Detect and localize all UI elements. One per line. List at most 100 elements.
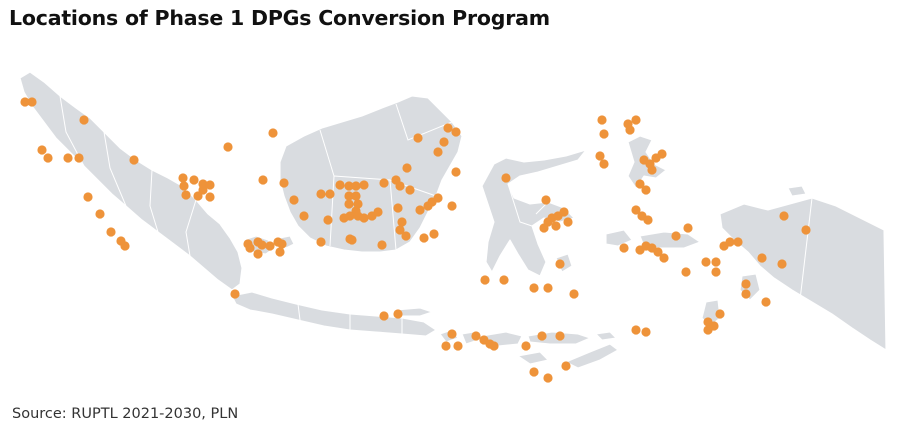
site-marker (555, 331, 565, 341)
landmass-sumba (517, 351, 549, 365)
site-marker (335, 180, 345, 190)
site-marker (451, 127, 461, 137)
site-marker (179, 181, 189, 191)
landmass-alor (595, 331, 617, 341)
site-marker (777, 259, 787, 269)
site-marker (521, 341, 531, 351)
site-marker (643, 215, 653, 225)
site-marker (597, 115, 607, 125)
site-marker (379, 178, 389, 188)
site-marker (120, 241, 130, 251)
site-marker (489, 341, 499, 351)
site-marker (230, 289, 240, 299)
site-marker (181, 190, 191, 200)
site-marker (641, 327, 651, 337)
site-marker (447, 201, 457, 211)
site-marker (258, 175, 268, 185)
site-marker (323, 215, 333, 225)
site-marker (129, 155, 139, 165)
site-marker (741, 279, 751, 289)
source-note: Source: RUPTL 2021-2030, PLN (12, 406, 239, 422)
site-marker (711, 257, 721, 267)
site-marker (433, 193, 443, 203)
site-marker (379, 311, 389, 321)
site-marker (74, 153, 84, 163)
site-marker (499, 275, 509, 285)
site-marker (359, 180, 369, 190)
site-marker (395, 181, 405, 191)
conversion-sites (20, 97, 811, 383)
site-marker (480, 275, 490, 285)
site-marker (543, 283, 553, 293)
site-marker (429, 229, 439, 239)
site-marker (95, 209, 105, 219)
site-marker (347, 235, 357, 245)
site-marker (741, 289, 751, 299)
site-marker (433, 147, 443, 157)
site-marker (619, 243, 629, 253)
site-marker (415, 205, 425, 215)
landmasses (19, 71, 887, 369)
site-marker (703, 325, 713, 335)
site-marker (253, 249, 263, 259)
site-marker (537, 331, 547, 341)
site-marker (595, 151, 605, 161)
site-marker (543, 373, 553, 383)
site-marker (351, 181, 361, 191)
site-marker (529, 283, 539, 293)
site-marker (563, 217, 573, 227)
site-marker (733, 237, 743, 247)
site-marker (551, 221, 561, 231)
site-marker (569, 289, 579, 299)
site-marker (683, 223, 693, 233)
landmass-buru (605, 229, 633, 247)
site-marker (402, 163, 412, 173)
site-marker (625, 125, 635, 135)
site-marker (205, 180, 215, 190)
site-marker (63, 153, 73, 163)
site-marker (377, 240, 387, 250)
site-marker (641, 185, 651, 195)
site-marker (681, 267, 691, 277)
site-marker (279, 178, 289, 188)
site-marker (339, 213, 349, 223)
site-marker (344, 181, 354, 191)
site-marker (351, 191, 361, 201)
site-marker (299, 211, 309, 221)
site-marker (353, 199, 363, 209)
site-marker (761, 297, 771, 307)
site-marker (561, 361, 571, 371)
site-marker (344, 199, 354, 209)
site-marker (501, 173, 511, 183)
site-marker (447, 329, 457, 339)
site-marker (395, 225, 405, 235)
site-marker (711, 267, 721, 277)
site-marker (419, 233, 429, 243)
site-marker (223, 142, 233, 152)
landmass-timor (565, 343, 619, 369)
site-marker (344, 191, 354, 201)
site-marker (359, 213, 369, 223)
site-marker (245, 243, 255, 253)
landmass-java (231, 291, 437, 337)
site-marker (559, 207, 569, 217)
site-marker (631, 115, 641, 125)
site-marker (599, 129, 609, 139)
site-marker (453, 341, 463, 351)
site-marker (471, 331, 481, 341)
site-marker (268, 128, 278, 138)
site-marker (443, 123, 453, 133)
site-marker (265, 241, 275, 251)
site-marker (701, 257, 711, 267)
site-marker (599, 159, 609, 169)
site-marker (441, 341, 451, 351)
landmass-sulawesi (481, 149, 587, 277)
site-marker (20, 97, 30, 107)
site-marker (397, 217, 407, 227)
site-marker (79, 115, 89, 125)
site-marker (451, 167, 461, 177)
site-marker (671, 231, 681, 241)
site-marker (635, 179, 645, 189)
